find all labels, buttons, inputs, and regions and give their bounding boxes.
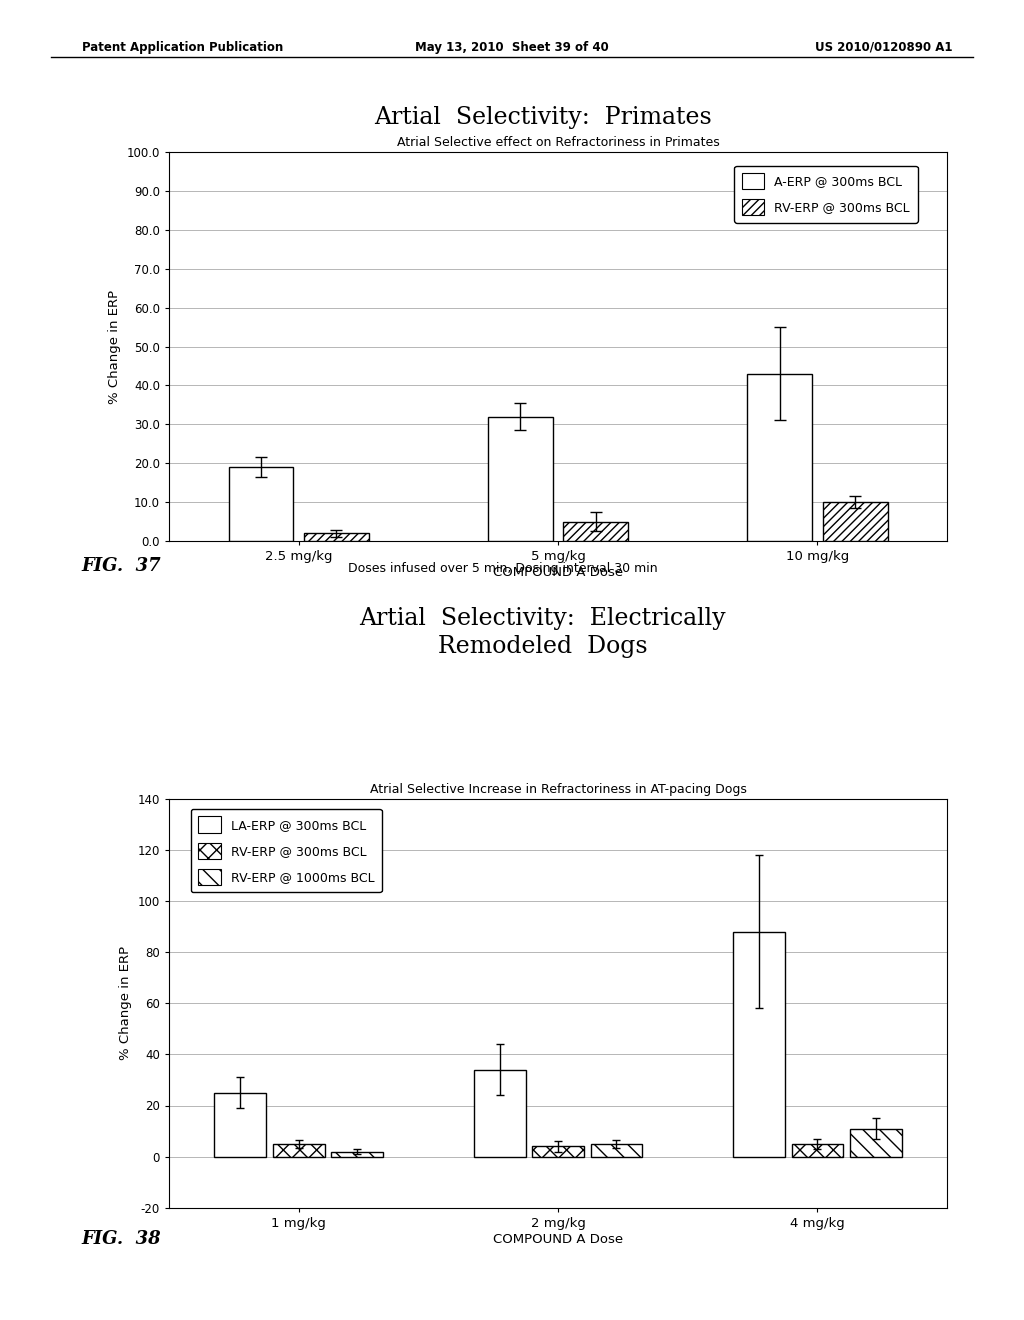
Bar bbox=[733, 932, 785, 1156]
Text: FIG.  37: FIG. 37 bbox=[82, 557, 162, 576]
Y-axis label: % Change in ERP: % Change in ERP bbox=[108, 289, 121, 404]
Legend: LA-ERP @ 300ms BCL, RV-ERP @ 300ms BCL, RV-ERP @ 1000ms BCL: LA-ERP @ 300ms BCL, RV-ERP @ 300ms BCL, … bbox=[190, 809, 382, 892]
Bar bbox=[474, 1069, 525, 1156]
Bar bbox=[331, 1151, 383, 1156]
Bar bbox=[488, 417, 553, 541]
Bar bbox=[304, 533, 369, 541]
X-axis label: COMPOUND A Dose: COMPOUND A Dose bbox=[493, 566, 624, 579]
Text: Patent Application Publication: Patent Application Publication bbox=[82, 41, 284, 54]
Title: Atrial Selective effect on Refractoriness in Primates: Atrial Selective effect on Refractorines… bbox=[396, 136, 720, 149]
Text: Artial  Selectivity:  Primates: Artial Selectivity: Primates bbox=[374, 106, 712, 128]
Legend: A-ERP @ 300ms BCL, RV-ERP @ 300ms BCL: A-ERP @ 300ms BCL, RV-ERP @ 300ms BCL bbox=[734, 166, 918, 223]
Title: Atrial Selective Increase in Refractoriness in AT-pacing Dogs: Atrial Selective Increase in Refractorin… bbox=[370, 783, 746, 796]
Bar bbox=[850, 1129, 902, 1156]
Bar bbox=[591, 1144, 642, 1156]
Text: US 2010/0120890 A1: US 2010/0120890 A1 bbox=[815, 41, 952, 54]
Text: Artial  Selectivity:  Electrically
Remodeled  Dogs: Artial Selectivity: Electrically Remodel… bbox=[359, 607, 726, 657]
Text: FIG.  38: FIG. 38 bbox=[82, 1230, 162, 1249]
Bar bbox=[272, 1144, 325, 1156]
Bar bbox=[532, 1146, 584, 1156]
Bar bbox=[214, 1093, 266, 1156]
Bar bbox=[792, 1144, 844, 1156]
Text: Doses infused over 5 min, Dosing interval 30 min: Doses infused over 5 min, Dosing interva… bbox=[348, 562, 657, 576]
Bar bbox=[563, 521, 628, 541]
X-axis label: COMPOUND A Dose: COMPOUND A Dose bbox=[493, 1233, 624, 1246]
Text: May 13, 2010  Sheet 39 of 40: May 13, 2010 Sheet 39 of 40 bbox=[415, 41, 609, 54]
Y-axis label: % Change in ERP: % Change in ERP bbox=[119, 946, 132, 1060]
Bar bbox=[748, 374, 812, 541]
Bar bbox=[822, 502, 888, 541]
Bar bbox=[228, 467, 294, 541]
